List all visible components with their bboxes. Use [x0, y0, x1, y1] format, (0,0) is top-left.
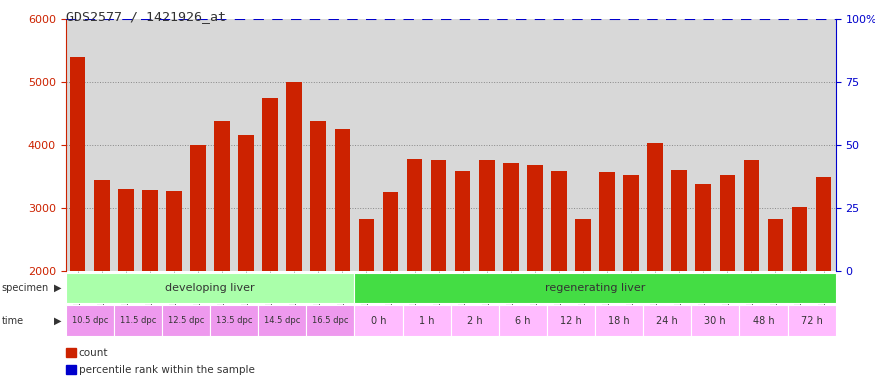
Text: 14.5 dpc: 14.5 dpc: [264, 316, 300, 325]
Text: GDS2577 / 1421926_at: GDS2577 / 1421926_at: [66, 10, 226, 23]
Bar: [575, 218, 591, 384]
Bar: [527, 165, 542, 384]
Bar: [354, 305, 402, 336]
Bar: [238, 135, 254, 384]
Bar: [623, 174, 639, 384]
Text: ▶: ▶: [54, 316, 62, 326]
Text: 12 h: 12 h: [560, 316, 582, 326]
Text: 72 h: 72 h: [801, 316, 822, 326]
Text: 24 h: 24 h: [656, 316, 678, 326]
Bar: [70, 57, 86, 384]
Bar: [739, 305, 788, 336]
Bar: [648, 143, 663, 384]
Bar: [210, 305, 258, 336]
Text: 16.5 dpc: 16.5 dpc: [312, 316, 348, 325]
Text: 0 h: 0 h: [371, 316, 386, 326]
Bar: [94, 180, 109, 384]
Bar: [258, 305, 306, 336]
Text: 1 h: 1 h: [419, 316, 434, 326]
Bar: [66, 273, 354, 303]
Bar: [595, 305, 643, 336]
Bar: [311, 121, 326, 384]
Bar: [114, 305, 162, 336]
Bar: [788, 305, 836, 336]
Bar: [402, 305, 451, 336]
Bar: [479, 160, 494, 384]
Text: time: time: [2, 316, 24, 326]
Bar: [551, 171, 567, 384]
Bar: [816, 177, 831, 384]
Bar: [499, 305, 547, 336]
Bar: [142, 190, 158, 384]
Bar: [719, 175, 735, 384]
Text: ▶: ▶: [54, 283, 62, 293]
Bar: [286, 82, 302, 384]
Bar: [166, 192, 182, 384]
Bar: [744, 160, 760, 384]
Bar: [547, 305, 595, 336]
Text: 10.5 dpc: 10.5 dpc: [72, 316, 108, 325]
Bar: [643, 305, 691, 336]
Text: specimen: specimen: [2, 283, 49, 293]
Bar: [118, 189, 134, 384]
Text: 11.5 dpc: 11.5 dpc: [120, 316, 156, 325]
Bar: [671, 170, 687, 384]
Bar: [455, 171, 471, 384]
Text: 13.5 dpc: 13.5 dpc: [216, 316, 252, 325]
Bar: [691, 305, 739, 336]
Bar: [767, 219, 783, 384]
Bar: [407, 159, 423, 384]
Bar: [792, 207, 808, 384]
Text: 6 h: 6 h: [515, 316, 530, 326]
Bar: [214, 121, 230, 384]
Text: percentile rank within the sample: percentile rank within the sample: [79, 365, 255, 375]
Text: 30 h: 30 h: [704, 316, 726, 326]
Bar: [430, 160, 446, 384]
Bar: [382, 192, 398, 384]
Text: count: count: [79, 348, 108, 358]
Text: 2 h: 2 h: [467, 316, 482, 326]
Bar: [190, 145, 206, 384]
Bar: [451, 305, 499, 336]
Text: 18 h: 18 h: [608, 316, 630, 326]
Text: regenerating liver: regenerating liver: [545, 283, 645, 293]
Bar: [306, 305, 354, 336]
Bar: [359, 219, 374, 384]
Text: 48 h: 48 h: [752, 316, 774, 326]
Text: developing liver: developing liver: [165, 283, 255, 293]
Bar: [334, 129, 350, 384]
Bar: [354, 273, 836, 303]
Bar: [66, 305, 114, 336]
Bar: [162, 305, 210, 336]
Bar: [696, 184, 711, 384]
Bar: [503, 162, 519, 384]
Text: 12.5 dpc: 12.5 dpc: [168, 316, 204, 325]
Bar: [262, 98, 278, 384]
Bar: [599, 172, 615, 384]
